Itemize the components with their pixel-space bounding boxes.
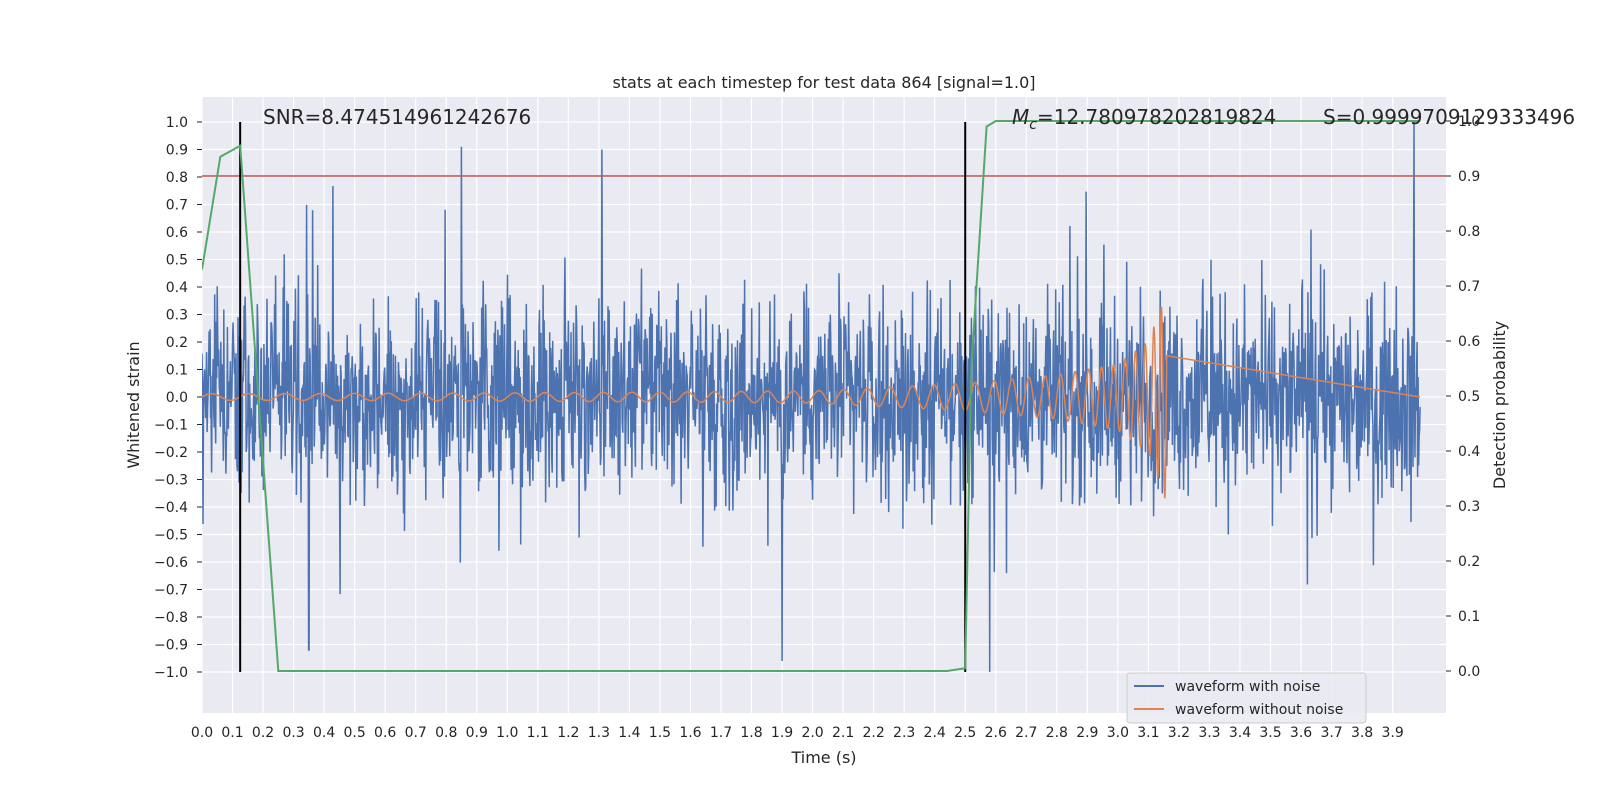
y-axis-ticks: 1.0 0.9 0.8 0.7 0.6 0.5 0.4 0.3 0.2 0.1 0.0 −0.1 −0.… xyxy=(154,115,202,681)
x-tick-label: 3.3 xyxy=(1198,725,1220,741)
snr-annotation: SNR=8.474514961242676 xyxy=(263,105,531,129)
x-tick-label: 3.5 xyxy=(1259,725,1281,741)
x-tick-label: 0.9 xyxy=(466,725,488,741)
x-tick-label: 3.0 xyxy=(1107,725,1129,741)
x-tick-label: 0.6 xyxy=(374,725,396,741)
x-tick-label: 2.8 xyxy=(1046,725,1068,741)
chirp-mass-subscript: c xyxy=(1029,117,1037,133)
x-tick-label: 3.1 xyxy=(1137,725,1159,741)
x-tick-label: 3.4 xyxy=(1229,725,1251,741)
legend: waveform with noise waveform without noi… xyxy=(1126,672,1367,724)
y-tick-label: 0.3 xyxy=(166,308,188,324)
x-tick-label: 0.8 xyxy=(435,725,457,741)
y-tick-label: −1.0 xyxy=(154,665,188,681)
y-tick-label: −0.2 xyxy=(154,445,188,461)
score-annotation: S=0.9999709129333496 xyxy=(1323,105,1575,129)
x-tick-label: 1.9 xyxy=(771,725,793,741)
legend-box xyxy=(1126,672,1367,724)
x-tick-label: 2.1 xyxy=(832,725,854,741)
x-tick-label: 2.5 xyxy=(954,725,976,741)
y-tick-label: −0.7 xyxy=(154,583,188,599)
y-tick-label: −0.5 xyxy=(154,528,188,544)
y-axis-label: Whitened strain xyxy=(124,341,143,468)
x-tick-label: 0.1 xyxy=(221,725,243,741)
x-tick-label: 2.9 xyxy=(1076,725,1098,741)
y-tick-label: −0.8 xyxy=(154,610,188,626)
y2-axis-label: Detection probability xyxy=(1490,321,1509,489)
x-tick-label: 3.8 xyxy=(1351,725,1373,741)
y2-tick-label: 0.4 xyxy=(1458,444,1480,460)
x-tick-label: 1.8 xyxy=(740,725,762,741)
chirp-mass-annotation: Mc=12.780978202819824 xyxy=(1012,105,1276,133)
y2-tick-label: 0.5 xyxy=(1458,389,1480,405)
x-tick-label: 0.4 xyxy=(313,725,335,741)
x-tick-label: 0.5 xyxy=(344,725,366,741)
y2-tick-label: 0.8 xyxy=(1458,224,1480,240)
x-tick-label: 1.1 xyxy=(527,725,549,741)
y-tick-label: 1.0 xyxy=(166,115,188,131)
x-tick-label: 1.2 xyxy=(557,725,579,741)
y2-axis-ticks: 1.0 0.9 0.8 0.7 0.6 0.5 0.4 0.3 0.2 0.1 0.0 xyxy=(1446,114,1480,680)
x-tick-label: 1.4 xyxy=(618,725,640,741)
y2-tick-label: 0.3 xyxy=(1458,499,1480,515)
x-tick-label: 1.3 xyxy=(588,725,610,741)
x-tick-label: 0.3 xyxy=(282,725,304,741)
chirp-mass-symbol: M xyxy=(1012,105,1029,129)
y2-tick-label: 0.2 xyxy=(1458,554,1480,570)
x-tick-label: 1.6 xyxy=(679,725,701,741)
y2-tick-label: 0.0 xyxy=(1458,664,1480,680)
x-tick-label: 3.9 xyxy=(1381,725,1403,741)
y-tick-label: 0.0 xyxy=(166,390,188,406)
x-tick-label: 3.2 xyxy=(1168,725,1190,741)
x-tick-label: 2.4 xyxy=(924,725,946,741)
legend-label-clean: waveform without noise xyxy=(1175,702,1343,718)
x-tick-label: 1.0 xyxy=(496,725,518,741)
chart-title: stats at each timestep for test data 864… xyxy=(612,73,1035,92)
y-tick-label: 0.7 xyxy=(166,198,188,214)
x-tick-label: 0.2 xyxy=(252,725,274,741)
x-tick-label: 0.7 xyxy=(405,725,427,741)
y-tick-label: −0.9 xyxy=(154,638,188,654)
y-tick-label: 0.8 xyxy=(166,170,188,186)
waveform-without-noise-line xyxy=(202,306,1421,499)
x-axis-label: Time (s) xyxy=(790,748,856,767)
y-tick-label: 0.5 xyxy=(166,253,188,269)
y2-tick-label: 0.9 xyxy=(1458,169,1480,185)
x-tick-label: 2.3 xyxy=(893,725,915,741)
x-tick-label: 3.6 xyxy=(1290,725,1312,741)
waveform-with-noise-line xyxy=(202,121,1421,673)
x-tick-label: 1.7 xyxy=(710,725,732,741)
y-tick-label: 0.9 xyxy=(166,143,188,159)
x-tick-label: 2.2 xyxy=(863,725,885,741)
legend-label-noisy: waveform with noise xyxy=(1175,679,1320,695)
y-tick-label: −0.3 xyxy=(154,473,188,489)
chirp-mass-value: =12.780978202819824 xyxy=(1037,105,1276,129)
y2-tick-label: 0.7 xyxy=(1458,279,1480,295)
y2-tick-label: 0.1 xyxy=(1458,609,1480,625)
detection-probability-line xyxy=(202,120,1421,672)
x-tick-label: 2.0 xyxy=(801,725,823,741)
y2-tick-label: 1.0 xyxy=(1458,114,1480,130)
y2-tick-label: 0.6 xyxy=(1458,334,1480,350)
x-tick-label: 2.7 xyxy=(1015,725,1037,741)
vertical-markers xyxy=(239,122,967,672)
x-tick-label: 0.0 xyxy=(191,725,213,741)
y-tick-label: −0.4 xyxy=(154,500,188,516)
y-tick-label: −0.6 xyxy=(154,555,188,571)
y-tick-label: 0.6 xyxy=(166,225,188,241)
y-tick-label: 0.2 xyxy=(166,335,188,351)
x-tick-label: 3.7 xyxy=(1320,725,1342,741)
y-tick-label: −0.1 xyxy=(154,418,188,434)
y-tick-label: 0.4 xyxy=(166,280,188,296)
y-tick-label: 0.1 xyxy=(166,363,188,379)
x-axis-ticks: 0.0 0.1 0.2 0.3 0.4 0.5 0.6 0.7 0.8 0.9 1.0 1.1 1.2 1… xyxy=(191,725,1404,741)
x-tick-label: 2.6 xyxy=(985,725,1007,741)
x-tick-label: 1.5 xyxy=(649,725,671,741)
